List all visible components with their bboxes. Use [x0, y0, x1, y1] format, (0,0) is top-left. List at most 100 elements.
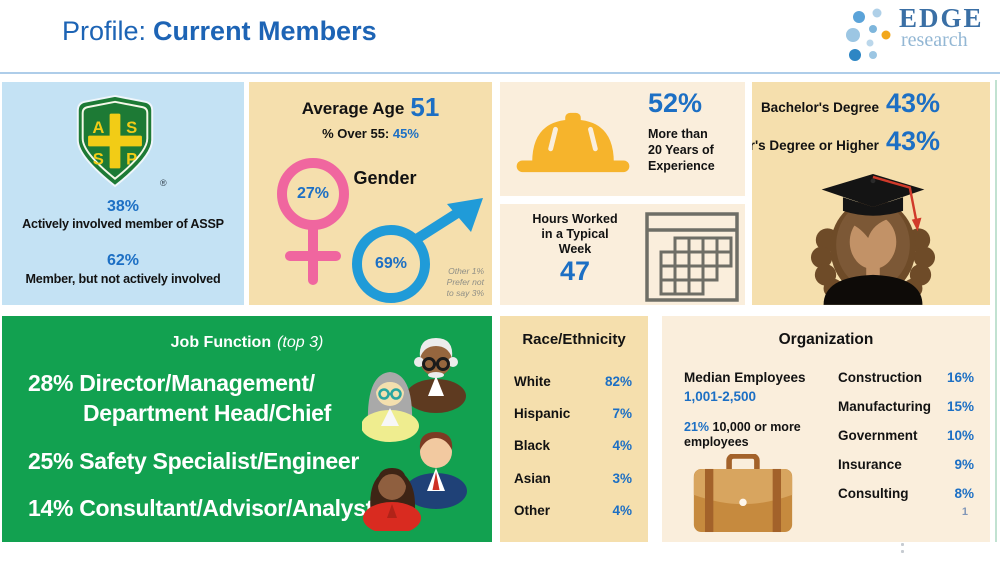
masters-row: Master's Degree or Higher 43%: [752, 126, 940, 157]
race-row-value: 82%: [604, 374, 632, 389]
organization-panel: Organization Median Employees 1,001-2,50…: [662, 316, 990, 542]
race-row-value: 4%: [612, 503, 632, 518]
experience-value: 52%: [648, 88, 703, 118]
job-item-1-line-1: 28% Director/Management/: [28, 370, 315, 397]
masters-value: 43%: [885, 126, 940, 156]
median-employees-label: Median Employees: [684, 370, 806, 385]
race-row-value: 3%: [612, 471, 632, 486]
masters-label: Master's Degree or Higher: [752, 138, 879, 153]
race-ethnicity-panel: Race/Ethnicity White 82% Hispanic 7% Bla…: [500, 316, 648, 542]
average-age-value: 51: [410, 92, 440, 122]
logo-dots-icon: [846, 8, 891, 61]
gender-other-note: Other 1% Prefer not to say 3%: [414, 266, 484, 299]
job-item-1-line-2: Department Head/Chief: [83, 400, 332, 426]
assp-active-label: Actively involved member of ASSP: [22, 217, 224, 231]
page-number: 1: [961, 506, 968, 518]
job-function-title-text: Job Function: [170, 334, 272, 351]
bachelors-value: 43%: [885, 88, 940, 118]
job-function-title: Job Function (top 3): [2, 334, 492, 352]
race-row-label: White: [514, 374, 551, 389]
race-row-label: Other: [514, 503, 551, 518]
experience-panel: 52% More than 20 Years of Experience: [500, 82, 745, 196]
age-gender-panel: Average Age 51 % Over 55: 45% 27% Gender …: [249, 82, 492, 305]
large-employer-label: 10,000 or more employees: [684, 420, 801, 449]
logo-subtitle: research: [901, 29, 968, 51]
gender-label: Gender: [353, 168, 417, 188]
org-row-value: 10%: [946, 428, 974, 443]
header-divider: [0, 72, 1000, 74]
experience-line-2: 20 Years of: [648, 143, 714, 157]
page-title: Profile: Current Members: [62, 16, 377, 47]
hours-worked-panel: Hours Worked in a Typical Week 47: [500, 204, 745, 305]
page-title-prefix: Profile:: [62, 16, 147, 46]
race-row-label: Asian: [514, 471, 551, 486]
job-item-2-pct: 25%: [28, 448, 74, 474]
logo-wordmark: EDGE: [899, 3, 984, 33]
organization-title: Organization: [778, 331, 874, 348]
job-item-1-pct: 28%: [28, 370, 74, 396]
org-row-value: 9%: [954, 457, 974, 472]
experience-label: More than 20 Years of Experience: [648, 126, 715, 174]
race-row-label: Hispanic: [514, 406, 571, 421]
job-item-3: 14% Consultant/Advisor/Analyst: [28, 495, 373, 522]
female-percent: 27%: [296, 185, 330, 202]
org-row-label: Consulting: [838, 486, 909, 501]
svg-text:P: P: [126, 150, 137, 169]
over-55-row: % Over 55: 45%: [249, 126, 492, 141]
hours-value: 47: [559, 256, 591, 286]
svg-text:S: S: [126, 118, 137, 137]
svg-text:S: S: [93, 150, 104, 169]
registered-mark: ®: [160, 178, 167, 188]
org-row-label: Insurance: [838, 457, 902, 472]
female-symbol-icon: [277, 158, 349, 285]
experience-line-1: More than: [648, 127, 708, 141]
hours-line-2: in a Typical: [541, 227, 609, 241]
assp-active-value: 38%: [106, 198, 140, 215]
org-row-label: Construction: [838, 370, 922, 385]
org-row-value: 15%: [946, 399, 974, 414]
assp-membership-panel: A S S P ® 38% Actively involved member o…: [2, 82, 244, 305]
assp-shield-icon: A S S P: [76, 94, 154, 188]
race-row-value: 4%: [612, 438, 632, 453]
slide-edge-strip: [995, 80, 997, 542]
hours-line-1: Hours Worked: [532, 212, 618, 226]
job-function-panel: Job Function (top 3) 28% Director/Managem…: [2, 316, 492, 542]
hours-line-3: Week: [558, 242, 592, 256]
average-age-label: Average Age: [301, 99, 405, 118]
org-row-value: 8%: [954, 486, 974, 501]
bachelors-label: Bachelor's Degree: [760, 100, 879, 115]
education-panel: Bachelor's Degree 43% Master's Degree or…: [752, 82, 990, 305]
edge-research-logo: EDGE research: [843, 5, 993, 69]
male-symbol-icon: [352, 198, 483, 303]
hours-label: Hours Worked in a Typical Week: [510, 212, 640, 257]
job-item-1-text: Director/Management/: [79, 370, 315, 396]
assp-inactive-value: 62%: [106, 252, 140, 269]
graduate-icon: [810, 174, 936, 305]
page-title-main: Current Members: [153, 16, 377, 46]
job-item-2-text: Safety Specialist/Engineer: [79, 448, 360, 474]
large-employer-note: 21% 10,000 or more employees: [684, 420, 826, 450]
calendar-icon: [645, 212, 739, 302]
race-row-value: 7%: [612, 406, 632, 421]
race-title: Race/Ethnicity: [522, 331, 626, 348]
org-row-label: Manufacturing: [838, 399, 931, 414]
male-percent: 69%: [374, 255, 408, 272]
job-item-3-text: Consultant/Advisor/Analyst: [79, 495, 374, 521]
average-age-row: Average Age 51: [249, 92, 492, 123]
over-55-value: 45%: [392, 126, 419, 141]
large-employer-pct: 21%: [684, 420, 710, 434]
hard-hat-icon: [516, 112, 630, 173]
median-employees-value: 1,001-2,500: [684, 389, 757, 404]
job-function-note: (top 3): [277, 334, 324, 351]
briefcase-icon: [693, 454, 793, 533]
over-55-label: % Over 55:: [322, 126, 390, 141]
race-row-label: Black: [514, 438, 551, 453]
job-item-3-pct: 14%: [28, 495, 74, 521]
svg-text:A: A: [92, 118, 104, 137]
bachelors-row: Bachelor's Degree 43%: [752, 88, 940, 119]
scroll-dot-icon: [901, 543, 904, 546]
experience-line-3: Experience: [648, 159, 715, 173]
assp-inactive-label: Member, but not actively involved: [25, 272, 221, 286]
org-row-label: Government: [838, 428, 918, 443]
